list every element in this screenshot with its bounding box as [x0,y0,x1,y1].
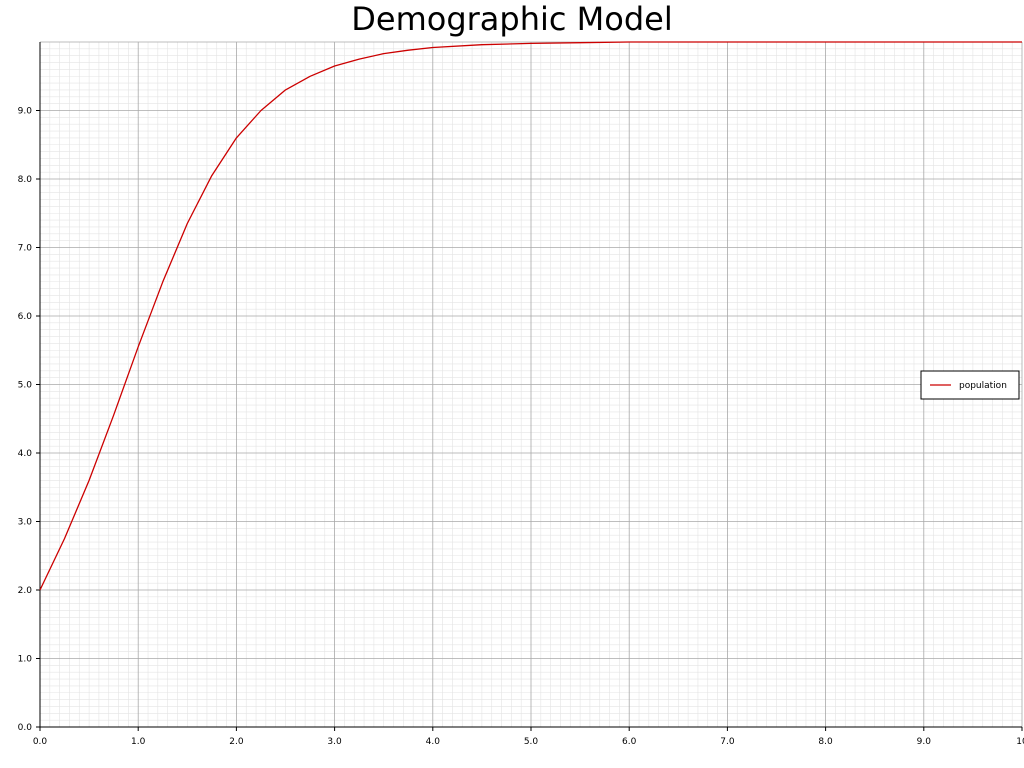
y-tick-label: 4.0 [18,449,33,459]
x-tick-label: 6.0 [622,737,637,747]
y-tick-label: 5.0 [18,381,33,391]
y-tick-label: 1.0 [18,655,33,665]
legend: population [920,370,1020,400]
series-line-population [39,41,1022,591]
x-tick-label: 7.0 [720,737,735,747]
x-tick-label: 8.0 [818,737,833,747]
x-tick-label: 9.0 [917,737,932,747]
tick-labels: 0.0 1.0 2.0 3.0 4.0 5.0 6.0 7.0 8.0 9.0 10 0.0 1.0 2.… [18,107,1024,748]
chart-title: Demographic Model [351,0,673,38]
y-tick-label: 9.0 [18,107,33,117]
y-tick-label: 7.0 [18,244,33,254]
x-tick-label: 10 [1016,737,1024,747]
y-tick-label: 2.0 [18,586,33,596]
x-tick-label: 0.0 [33,737,48,747]
x-tick-label: 3.0 [327,737,342,747]
y-tick-label: 6.0 [18,312,33,322]
x-tick-label: 5.0 [524,737,539,747]
y-tick-label: 8.0 [18,175,33,185]
y-tick-label: 3.0 [18,518,33,528]
series-layer [39,41,1022,591]
x-tick-label: 1.0 [131,737,146,747]
legend-label: population [959,381,1007,391]
x-tick-label: 2.0 [229,737,244,747]
y-tick-label: 0.0 [18,723,33,733]
x-tick-label: 4.0 [426,737,441,747]
